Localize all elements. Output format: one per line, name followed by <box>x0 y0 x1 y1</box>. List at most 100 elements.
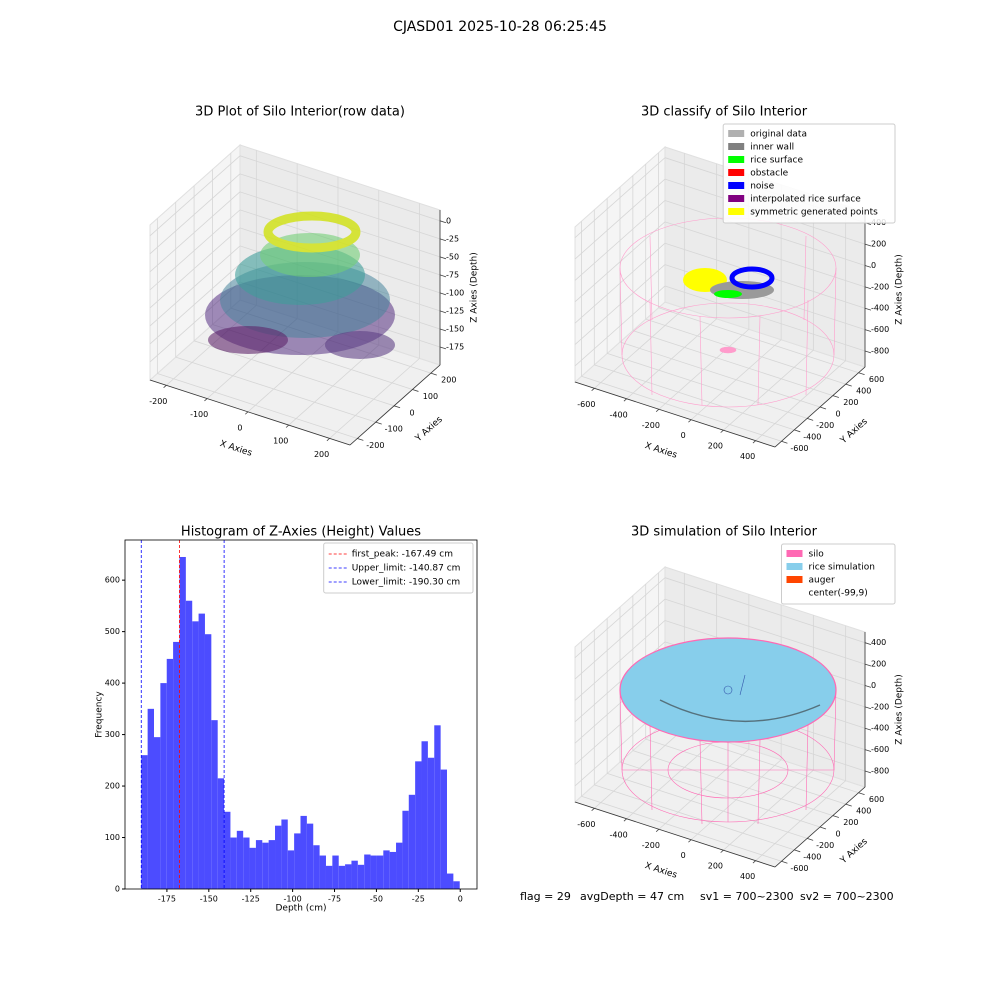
chart-title: Histogram of Z-Axies (Height) Values <box>181 525 421 540</box>
legend-label: Upper_limit: -140.87 cm <box>352 564 461 574</box>
bar <box>313 845 320 889</box>
bar <box>230 837 237 889</box>
tick-mark <box>807 418 814 421</box>
grid-line <box>574 264 666 345</box>
tick-mark <box>752 440 756 444</box>
legend-label: interpolated rice surface <box>750 195 861 205</box>
y-tick-label: 300 <box>105 730 120 739</box>
bar <box>160 683 167 889</box>
bar <box>173 641 180 889</box>
grid-line <box>149 173 241 255</box>
bar <box>141 755 148 889</box>
figure-title: CJASD01 2025-10-28 06:25:45 <box>393 19 607 35</box>
legend-box <box>323 542 474 594</box>
tick-mark <box>781 860 788 864</box>
y-tick-label: -200 <box>816 841 834 850</box>
y-tick-label: 200 <box>843 818 858 827</box>
annotation: sv1 = 700~2300 <box>700 890 794 903</box>
grid-line <box>607 353 808 419</box>
bar <box>185 600 193 889</box>
bar <box>332 855 339 889</box>
grid-line <box>329 358 420 439</box>
tick-mark <box>439 220 447 224</box>
y-tick-label: -100 <box>385 425 403 434</box>
x-tick-label: -75 <box>328 895 341 904</box>
tick-mark <box>720 849 724 853</box>
tick-mark <box>439 328 447 332</box>
bar <box>166 658 174 889</box>
grid-line <box>581 795 782 862</box>
grid-line <box>175 356 376 423</box>
bar <box>389 851 397 889</box>
bar <box>217 778 225 889</box>
chart-layer: 3D Plot of Silo Interior(row data) 3D cla… <box>95 105 896 914</box>
chart-title: 3D Plot of Silo Interior(row data) <box>195 105 405 120</box>
tick-mark <box>326 438 330 442</box>
bar <box>446 873 454 889</box>
bar <box>300 815 307 889</box>
bar <box>364 854 371 889</box>
grid-line <box>149 263 241 345</box>
tick-mark <box>819 826 827 830</box>
bar <box>287 850 295 889</box>
grid-line <box>149 245 241 327</box>
y-tick-label: 100 <box>105 833 120 842</box>
grid-line <box>574 285 666 367</box>
z-tick-label: -400 <box>871 304 889 313</box>
x-tick-label: 0 <box>681 431 686 440</box>
grid-line <box>206 318 298 399</box>
legend-label: rice simulation <box>809 563 875 573</box>
x-tick-label: -600 <box>577 820 595 829</box>
silo-wireframe-decoration <box>619 217 837 408</box>
legend-label: auger <box>809 576 835 586</box>
chart-title: 3D classify of Silo Interior <box>641 105 808 120</box>
tick-mark <box>864 770 872 774</box>
z-tick-label: 0 <box>871 261 876 270</box>
legend-label: obstacle <box>750 169 788 179</box>
z-axis-label: Z Axies (Depth) <box>470 252 480 323</box>
x-tick-label: 0 <box>681 851 686 860</box>
legend-swatch <box>786 589 803 596</box>
x-tick-label: 400 <box>740 452 755 461</box>
z-tick-label: 0 <box>446 216 451 225</box>
grid-line <box>632 330 833 396</box>
tick-mark <box>864 642 872 646</box>
legend-label: first_peak: -167.49 cm <box>352 550 453 560</box>
tick-mark <box>845 803 852 807</box>
tick-mark <box>864 727 872 731</box>
grid-line <box>149 227 241 309</box>
bar <box>275 825 282 889</box>
bar <box>306 823 314 889</box>
grid-line <box>645 738 846 805</box>
legend-label: inner wall <box>750 143 794 153</box>
grid-line <box>664 200 866 266</box>
bar <box>427 757 435 889</box>
tick-mark <box>285 424 290 428</box>
bar <box>325 865 333 889</box>
legend-label: Lower_limit: -190.30 cm <box>352 578 460 588</box>
bar <box>224 811 231 889</box>
grid-line <box>619 761 821 828</box>
z-tick-label: -200 <box>871 702 889 711</box>
bar <box>370 855 377 889</box>
point-cloud-decoration <box>205 211 395 359</box>
tick-mark <box>794 429 801 433</box>
bar <box>179 556 186 889</box>
legend-label: original data <box>750 130 807 140</box>
z-tick-label: 200 <box>871 240 886 249</box>
grid-line <box>574 620 666 701</box>
grid-line <box>574 157 666 238</box>
tick-mark <box>393 405 401 409</box>
tick-mark <box>439 292 447 296</box>
legend-swatch <box>728 195 745 202</box>
grid-line <box>149 281 241 363</box>
x-tick-label: -125 <box>242 895 260 904</box>
z-tick-label: -600 <box>871 325 889 334</box>
bar <box>396 842 403 889</box>
tick-mark <box>163 385 167 389</box>
y-tick-label: 400 <box>856 807 871 816</box>
z-tick-label: -50 <box>446 252 459 261</box>
bar <box>357 864 365 889</box>
grid-line <box>157 373 358 439</box>
legend-label: noise <box>750 182 774 192</box>
